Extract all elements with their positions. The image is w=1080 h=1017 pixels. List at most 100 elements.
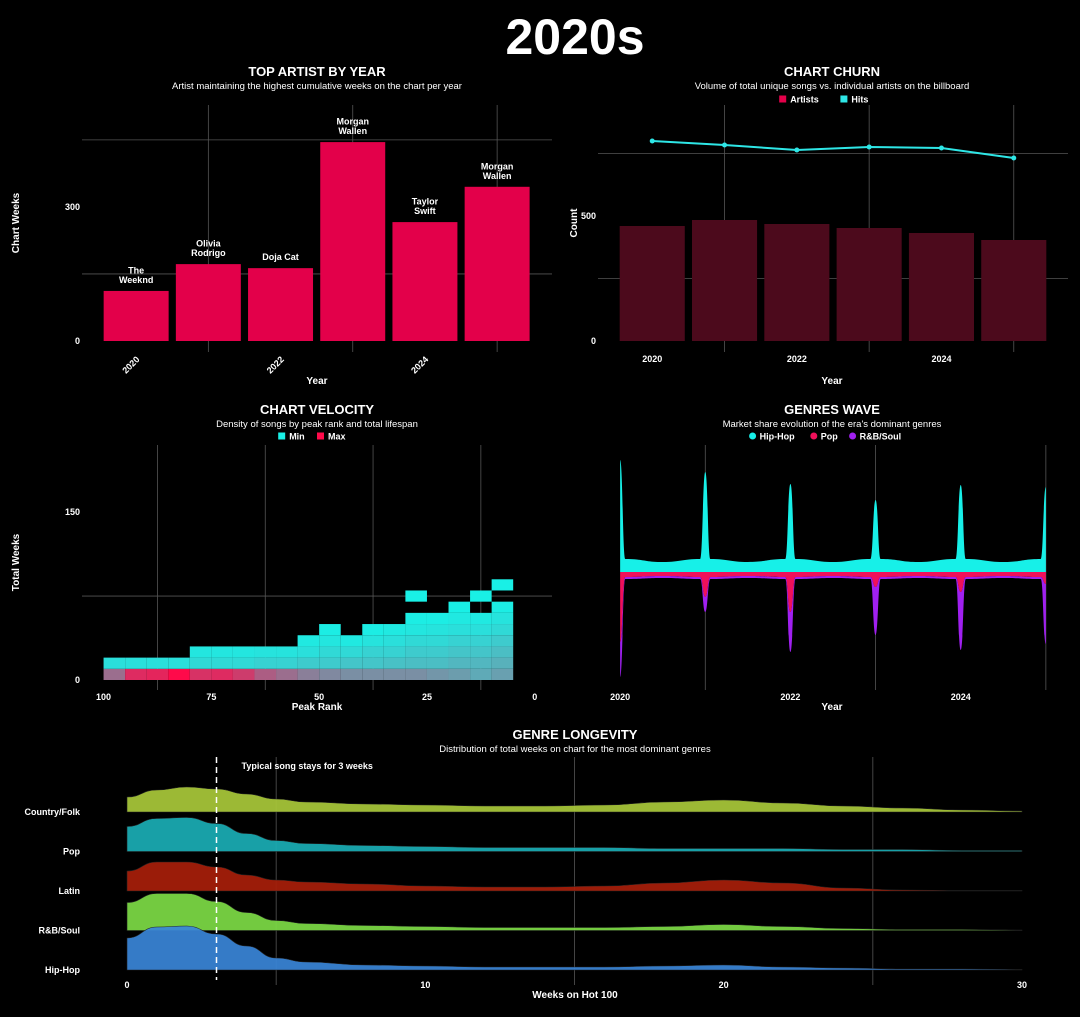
x-tick-label: 2022 (780, 692, 800, 702)
heat-tile (491, 646, 514, 658)
heat-tile (125, 657, 147, 669)
legend-swatch (317, 432, 324, 440)
bar-label: Morgan Wallen (481, 161, 514, 181)
point (794, 147, 800, 153)
heat-tile (362, 668, 384, 680)
bar-label: The Weeknd (119, 265, 153, 285)
point (938, 145, 944, 151)
x-tick-label: 10 (420, 980, 430, 990)
y-tick-label: 0 (75, 336, 80, 346)
x-tick-label: 2020 (610, 692, 630, 702)
x-axis-label: Peak Rank (292, 702, 343, 713)
heat-tile (491, 612, 514, 625)
y-tick-label: 500 (581, 211, 596, 221)
heat-tile (426, 657, 449, 669)
ridge-label: Hip-Hop (45, 965, 80, 975)
heat-tile (470, 646, 492, 658)
chart-subtitle: Distribution of total weeks on chart for… (439, 744, 711, 755)
heat-tile (319, 624, 341, 636)
heat-tile (362, 624, 384, 636)
heat-tile (319, 635, 341, 647)
heat-tile (405, 646, 427, 658)
x-tick-label: 2022 (787, 354, 807, 364)
x-axis-label: Year (821, 376, 842, 387)
y-axis-label: Chart Weeks (11, 192, 22, 253)
ridge-label: R&B/Soul (39, 926, 81, 936)
bar (692, 220, 758, 341)
heat-tile (189, 668, 212, 680)
heat-tile (405, 657, 427, 669)
stream-area (620, 576, 1046, 677)
ridge (126, 925, 1023, 971)
heat-tile (340, 646, 363, 658)
heat-tile (211, 646, 233, 658)
heat-tile (405, 624, 427, 636)
bar (320, 142, 386, 341)
heat-tile (448, 657, 471, 669)
heat-tile (362, 646, 384, 658)
chart-subtitle: Market share evolution of the era's domi… (723, 419, 942, 430)
heat-tile (276, 646, 298, 658)
x-tick-label: 0 (124, 980, 129, 990)
chart-subtitle: Density of songs by peak rank and total … (216, 419, 418, 430)
heat-tile (491, 624, 514, 636)
chart-title: GENRES WAVE (784, 402, 880, 417)
y-tick-label: 0 (591, 336, 596, 346)
bar (464, 186, 530, 341)
point (649, 138, 655, 144)
heat-tile (340, 668, 363, 680)
y-tick-label: 150 (65, 507, 80, 517)
heat-tile (189, 657, 212, 669)
heat-tile (319, 668, 341, 680)
heat-tile (297, 646, 320, 658)
legend-swatch (779, 95, 787, 103)
heat-tile (383, 657, 406, 669)
heat-tile (426, 668, 449, 680)
heat-tile (362, 657, 384, 669)
heat-tile (297, 668, 320, 680)
chart-title: GENRE LONGEVITY (513, 727, 638, 742)
heat-tile (383, 635, 406, 647)
x-tick-label: 0 (532, 692, 537, 702)
heat-tile (362, 635, 384, 647)
heat-tile (297, 635, 320, 647)
x-axis-label: Year (306, 376, 327, 387)
ridge-label: Country/Folk (25, 807, 81, 817)
heat-tile (426, 612, 449, 625)
heat-tile (232, 668, 255, 680)
x-axis-label: Year (821, 702, 842, 713)
bar (908, 233, 974, 341)
heat-tile (254, 646, 277, 658)
heat-tile (470, 612, 492, 625)
legend-label: Pop (821, 432, 839, 442)
heat-tile (319, 646, 341, 658)
legend-label: Hits (851, 95, 868, 105)
heat-tile (211, 668, 233, 680)
x-tick-label: 100 (96, 692, 111, 702)
bar-label: Doja Cat (262, 252, 299, 262)
y-tick-label: 0 (75, 675, 80, 685)
heat-tile (491, 579, 514, 591)
legend-label: Min (289, 432, 305, 442)
heat-tile (103, 668, 126, 680)
heat-tile (448, 668, 471, 680)
x-tick-label: 50 (314, 692, 324, 702)
heat-tile (448, 635, 471, 647)
heat-tile (146, 668, 169, 680)
point (722, 142, 728, 148)
bar-label: Taylor Swift (412, 197, 439, 217)
legend-swatch (840, 95, 848, 103)
chart-subtitle: Volume of total unique songs vs. individ… (695, 81, 970, 92)
heat-tile (168, 668, 190, 680)
dashboard-title: 2020s (505, 9, 644, 65)
legend-swatch (810, 432, 818, 440)
y-axis-label: Count (569, 208, 580, 238)
heat-tile (146, 657, 169, 669)
x-axis-label: Weeks on Hot 100 (532, 990, 618, 1001)
heat-tile (491, 668, 514, 680)
legend-label: Artists (790, 95, 819, 105)
x-tick-label: 25 (422, 692, 432, 702)
x-tick-label: 2020 (642, 354, 662, 364)
annotation: Typical song stays for 3 weeks (242, 761, 373, 771)
heat-tile (383, 646, 406, 658)
